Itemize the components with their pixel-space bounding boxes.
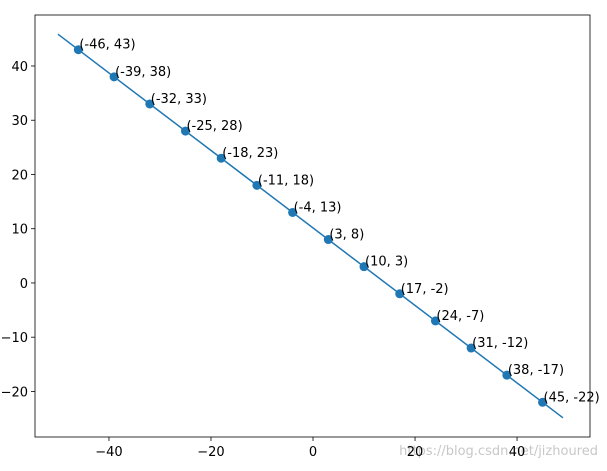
point-label: (-32, 33) bbox=[151, 92, 207, 107]
y-tick-label: −10 bbox=[1, 331, 28, 346]
point-label: (3, 8) bbox=[329, 228, 364, 243]
point-label: (-18, 23) bbox=[222, 146, 278, 161]
point-label: (24, -7) bbox=[436, 309, 484, 324]
point-label: (17, -2) bbox=[401, 282, 449, 297]
point bbox=[395, 289, 405, 299]
point bbox=[216, 153, 226, 163]
x-tick-label: −20 bbox=[197, 445, 224, 460]
point bbox=[323, 235, 333, 245]
y-tick-label: −20 bbox=[1, 385, 28, 400]
y-tick-label: 10 bbox=[11, 223, 28, 238]
point bbox=[252, 180, 262, 190]
watermark: https://blog.csdn.net/jizhoured bbox=[399, 444, 598, 459]
x-tick-label: 40 bbox=[509, 445, 526, 460]
plot-frame bbox=[34, 14, 591, 438]
point bbox=[538, 397, 548, 407]
point-label: (-46, 43) bbox=[79, 38, 135, 53]
point-label: (-11, 18) bbox=[258, 173, 314, 188]
point bbox=[359, 262, 369, 272]
point-label: (45, -22) bbox=[544, 390, 600, 405]
y-tick-label: 40 bbox=[11, 60, 28, 75]
point bbox=[73, 45, 83, 55]
point bbox=[430, 316, 440, 326]
x-tick-label: 0 bbox=[309, 445, 317, 460]
point-label: (31, -12) bbox=[472, 336, 528, 351]
point bbox=[145, 99, 155, 109]
point-label: (-4, 13) bbox=[294, 200, 342, 215]
y-tick-label: 0 bbox=[20, 277, 28, 292]
point bbox=[288, 207, 298, 217]
y-tick-label: 20 bbox=[11, 168, 28, 183]
point bbox=[466, 343, 476, 353]
y-tick-label: 30 bbox=[11, 114, 28, 129]
point bbox=[109, 72, 119, 82]
x-tick-label: 20 bbox=[407, 445, 424, 460]
point bbox=[502, 370, 512, 380]
point-label: (10, 3) bbox=[365, 255, 408, 270]
point-label: (38, -17) bbox=[508, 363, 564, 378]
fit-line bbox=[57, 33, 564, 419]
point-label: (-25, 28) bbox=[186, 119, 242, 134]
point bbox=[180, 126, 190, 136]
x-tick-label: −40 bbox=[95, 445, 122, 460]
point-label: (-39, 38) bbox=[115, 65, 171, 80]
